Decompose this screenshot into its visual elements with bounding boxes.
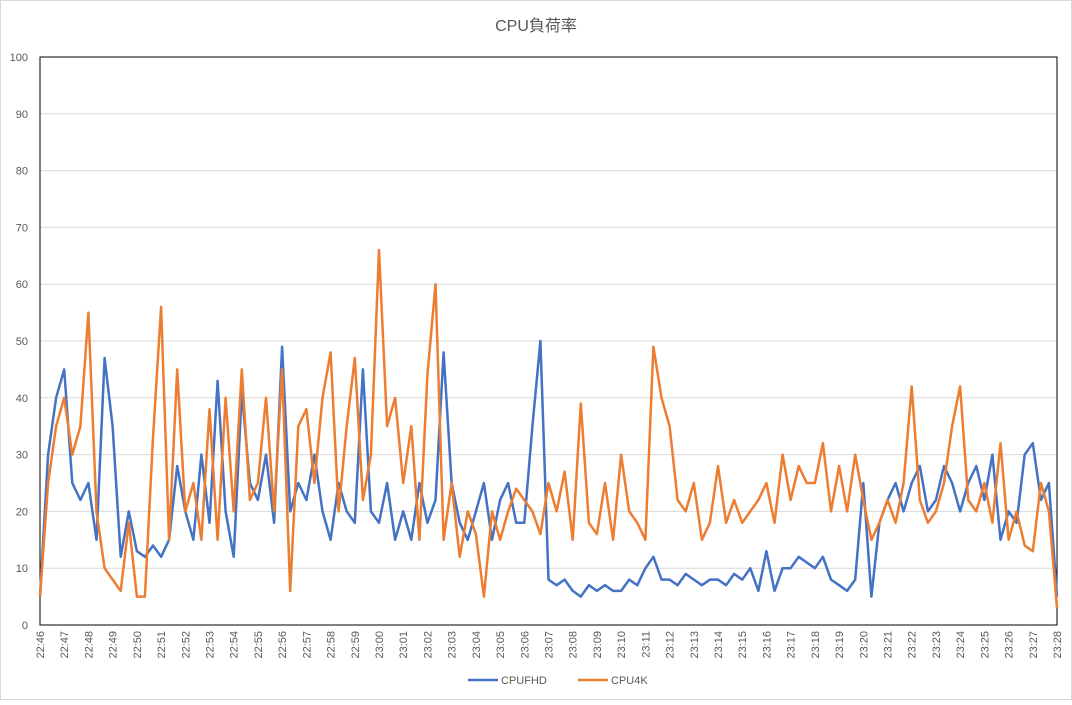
y-tick-label: 100: [10, 52, 28, 64]
y-tick-label: 20: [16, 506, 28, 518]
x-tick-label: 22:46: [35, 631, 47, 659]
x-tick-label: 22:47: [59, 631, 71, 659]
x-tick-label: 22:50: [132, 631, 144, 659]
x-tick-label: 23:02: [422, 631, 434, 659]
y-tick-label: 10: [16, 563, 28, 575]
x-tick-label: 22:56: [277, 631, 289, 659]
y-tick-label: 40: [16, 393, 28, 405]
series-line: [38, 248, 1059, 609]
x-tick-label: 23:01: [398, 631, 410, 659]
x-tick-label: 23:28: [1052, 631, 1064, 659]
x-tick-label: 22:53: [205, 631, 217, 659]
x-tick-label: 22:54: [229, 631, 241, 659]
x-tick-label: 23:22: [907, 631, 919, 659]
x-tick-label: 23:26: [1004, 631, 1016, 659]
x-tick-label: 22:59: [350, 631, 362, 659]
x-tick-label: 23:12: [665, 631, 677, 659]
x-tick-label: 23:18: [810, 631, 822, 659]
x-tick-label: 23:05: [495, 631, 507, 659]
legend-label: CPUFHD: [501, 675, 547, 687]
x-tick-label: 23:11: [640, 631, 652, 658]
x-tick-label: 23:08: [568, 631, 580, 659]
y-tick-label: 70: [16, 222, 28, 234]
x-tick-label: 22:51: [156, 631, 168, 659]
x-tick-label: 23:13: [689, 631, 701, 659]
x-tick-label: 23:16: [761, 631, 773, 659]
y-tick-label: 90: [16, 109, 28, 121]
x-tick-label: 23:09: [592, 631, 604, 659]
y-tick-label: 80: [16, 166, 28, 178]
x-tick-label: 23:10: [616, 631, 628, 659]
x-tick-label: 23:15: [737, 631, 749, 659]
x-tick-label: 22:55: [253, 631, 265, 659]
x-tick-label: 22:58: [326, 631, 338, 659]
plot-border: [39, 56, 1058, 626]
x-tick-label: 23:17: [786, 631, 798, 659]
x-tick-label: 23:04: [471, 631, 483, 659]
y-tick-label: 60: [16, 279, 28, 291]
y-tick-label: 30: [16, 450, 28, 462]
x-tick-label: 22:48: [83, 631, 95, 659]
x-tick-label: 23:00: [374, 631, 386, 659]
x-tick-label: 22:49: [108, 631, 120, 659]
x-tick-label: 23:25: [979, 631, 991, 659]
chart-title: CPU負荷率: [495, 17, 577, 35]
y-tick-label: 0: [22, 620, 28, 632]
x-tick-label: 23:19: [834, 631, 846, 659]
x-tick-label: 23:06: [519, 631, 531, 659]
x-tick-label: 23:23: [931, 631, 943, 659]
x-tick-label: 22:57: [301, 631, 313, 659]
x-tick-label: 23:27: [1028, 631, 1040, 659]
legend-label: CPU4K: [611, 675, 648, 687]
x-tick-label: 22:52: [180, 631, 192, 659]
x-tick-label: 23:20: [858, 631, 870, 659]
x-tick-label: 23:07: [544, 631, 556, 659]
x-tick-label: 23:21: [883, 631, 895, 659]
y-tick-label: 50: [16, 336, 28, 348]
x-tick-label: 23:24: [955, 631, 967, 659]
x-tick-label: 23:14: [713, 631, 725, 659]
x-tick-label: 23:03: [447, 631, 459, 659]
